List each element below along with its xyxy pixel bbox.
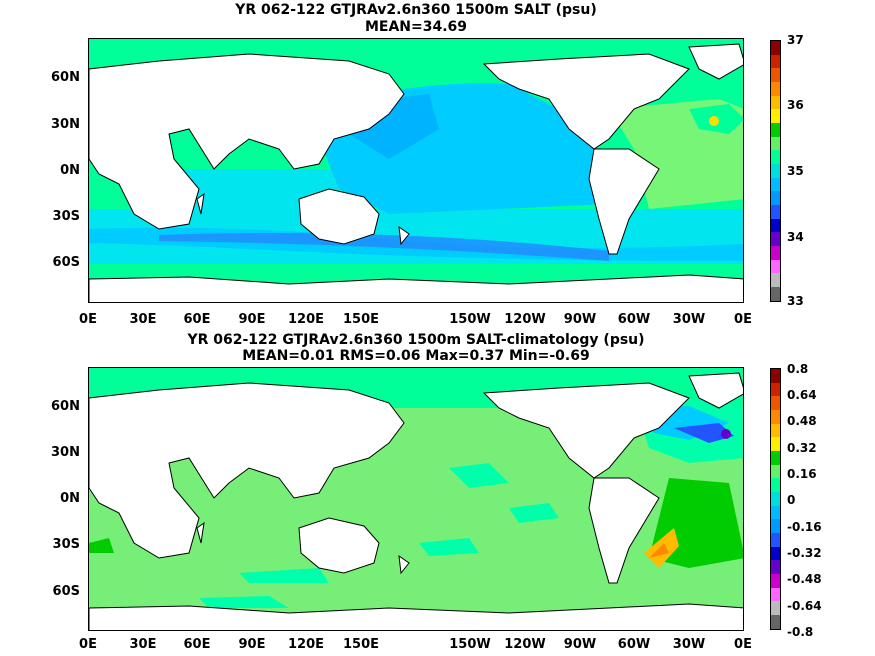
colorbar-swatch <box>771 82 780 96</box>
p2-lon-30w: 30W <box>672 637 706 652</box>
colorbar-swatch <box>771 437 780 452</box>
p2-lon-30e: 30E <box>129 637 157 652</box>
p1-lat-30s: 30S <box>52 209 80 224</box>
colorbar-swatch <box>771 533 780 547</box>
p1-cbar-label-33: 33 <box>787 294 804 308</box>
colorbar-swatch <box>771 232 780 247</box>
colorbar-swatch <box>771 205 780 219</box>
p1-lon-0e-end: 0E <box>734 312 752 327</box>
colorbar-swatch <box>771 273 780 288</box>
p2-cbar-label-0.64: 0.64 <box>787 388 817 402</box>
colorbar-swatch <box>771 123 780 137</box>
p2-lat-0n: 0N <box>60 491 80 506</box>
p1-lon-60e: 60E <box>183 312 211 327</box>
p1-lon-120e: 120E <box>287 312 325 327</box>
p2-cbar-label-neg0.32: -0.32 <box>787 546 822 560</box>
p2-lon-150e: 150E <box>342 637 380 652</box>
colorbar-swatch <box>771 109 780 124</box>
p2-lon-120w: 120W <box>504 637 546 652</box>
colorbar-swatch <box>771 423 780 438</box>
p2-lat-30s: 30S <box>52 537 80 552</box>
p1-lon-60w: 60W <box>617 312 651 327</box>
colorbar-swatch <box>771 505 780 520</box>
p2-lon-0e: 0E <box>79 637 97 652</box>
p1-cbar-label-34: 34 <box>787 230 804 244</box>
colorbar-swatch <box>771 546 780 561</box>
p2-lat-60s: 60S <box>52 584 80 599</box>
p2-cbar-label-0: 0 <box>787 493 796 507</box>
panel1-colorbar <box>770 40 781 302</box>
p2-lon-0e-end: 0E <box>734 637 752 652</box>
p1-lon-120w: 120W <box>504 312 546 327</box>
colorbar-swatch <box>771 164 780 178</box>
p1-cbar-label-37: 37 <box>787 33 804 47</box>
p1-lon-30e: 30E <box>129 312 157 327</box>
colorbar-swatch <box>771 615 780 629</box>
p1-lon-90w: 90W <box>563 312 597 327</box>
colorbar-swatch <box>771 382 780 397</box>
p2-cbar-label-neg0.16: -0.16 <box>787 520 822 534</box>
panel1-title: YR 062-122 GTJRAv2.6n360 1500m SALT (psu… <box>235 2 597 18</box>
colorbar-swatch <box>771 218 780 233</box>
colorbar-swatch <box>771 410 780 424</box>
colorbar-swatch <box>771 68 780 83</box>
colorbar-swatch <box>771 150 780 165</box>
p2-cbar-label-neg0.8: -0.8 <box>787 625 814 639</box>
colorbar-swatch <box>771 574 780 588</box>
colorbar-swatch <box>771 246 780 260</box>
colorbar-swatch <box>771 519 780 534</box>
p2-lon-150w: 150W <box>449 637 491 652</box>
colorbar-swatch <box>771 560 780 575</box>
p2-cbar-label-0.32: 0.32 <box>787 441 817 455</box>
p1-lon-30w: 30W <box>672 312 706 327</box>
colorbar-swatch <box>771 601 780 616</box>
p1-lon-90e: 90E <box>238 312 266 327</box>
colorbar-swatch <box>771 136 780 151</box>
colorbar-swatch <box>771 95 780 110</box>
panel2-stats: MEAN=0.01 RMS=0.06 Max=0.37 Min=-0.69 <box>242 348 590 364</box>
p1-lon-150w: 150W <box>449 312 491 327</box>
p1-lat-30n: 30N <box>51 117 80 132</box>
colorbar-swatch <box>771 587 780 602</box>
colorbar-swatch <box>771 396 780 411</box>
colorbar-swatch <box>771 177 780 192</box>
p1-lon-150e: 150E <box>342 312 380 327</box>
panel1-stats: MEAN=34.69 <box>364 19 468 35</box>
p2-lon-120e: 120E <box>287 637 325 652</box>
colorbar-swatch <box>771 492 780 506</box>
p1-lat-0n: 0N <box>60 163 80 178</box>
p2-cbar-label-0.16: 0.16 <box>787 467 817 481</box>
p1-lat-60n: 60N <box>51 70 80 85</box>
p2-lon-90e: 90E <box>238 637 266 652</box>
p1-cbar-label-35: 35 <box>787 164 804 178</box>
p2-lon-60w: 60W <box>617 637 651 652</box>
p2-lon-60e: 60E <box>183 637 211 652</box>
colorbar-swatch <box>771 259 780 274</box>
colorbar-swatch <box>771 54 780 69</box>
p2-lat-60n: 60N <box>51 399 80 414</box>
panel2-colorbar <box>770 368 781 630</box>
panel1-map <box>88 38 744 303</box>
p1-cbar-label-36: 36 <box>787 98 804 112</box>
p2-cbar-label-neg0.64: -0.64 <box>787 599 822 613</box>
colorbar-swatch <box>771 41 780 55</box>
colorbar-swatch <box>771 287 780 301</box>
p1-lat-60s: 60S <box>52 255 80 270</box>
colorbar-swatch <box>771 191 780 206</box>
p2-cbar-label-0.48: 0.48 <box>787 414 817 428</box>
p2-lon-90w: 90W <box>563 637 597 652</box>
p2-cbar-label-0.8: 0.8 <box>787 362 809 376</box>
panel2-title: YR 062-122 GTJRAv2.6n360 1500m SALT-clim… <box>187 332 645 348</box>
p2-lat-30n: 30N <box>51 445 80 460</box>
panel2-map <box>88 367 744 631</box>
p2-cbar-label-neg0.48: -0.48 <box>787 572 822 586</box>
p1-lon-0e: 0E <box>79 312 97 327</box>
colorbar-swatch <box>771 478 780 493</box>
colorbar-swatch <box>771 369 780 383</box>
colorbar-swatch <box>771 451 780 465</box>
colorbar-swatch <box>771 464 780 479</box>
